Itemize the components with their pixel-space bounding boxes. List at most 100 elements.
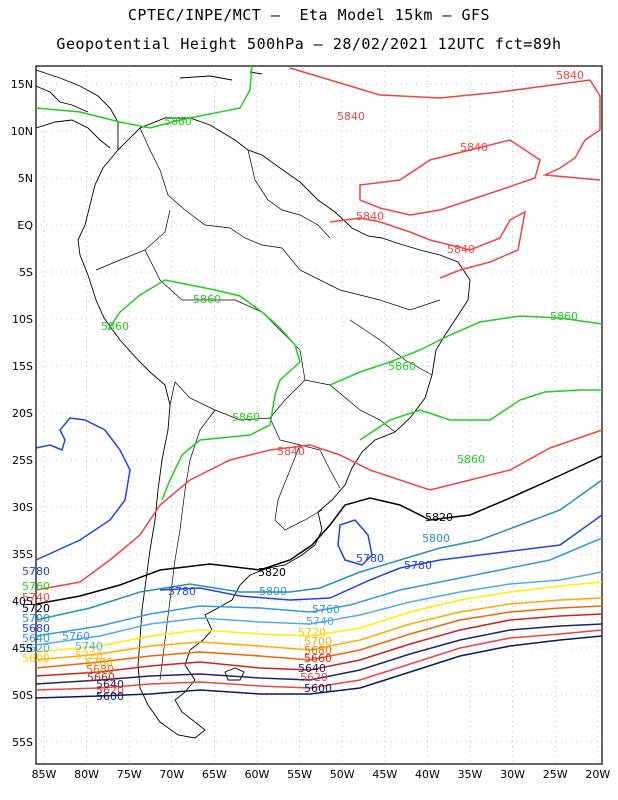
border-colombia-venezuela bbox=[139, 127, 283, 249]
contour-label: 5660 bbox=[304, 652, 332, 665]
contour-5840-north bbox=[289, 67, 601, 181]
contour-5760 bbox=[35, 537, 603, 637]
latitude-label: 15N bbox=[11, 78, 33, 91]
contour-5860-interior bbox=[107, 279, 301, 501]
border-ecuador bbox=[95, 209, 171, 271]
latitude-label: 40S bbox=[12, 595, 33, 608]
map-subtitle: Geopotential Height 500hPa – 28/02/2021 … bbox=[56, 35, 562, 53]
contour-label: 5600 bbox=[96, 690, 124, 703]
contour-5700 bbox=[35, 597, 603, 661]
longitude-label: 25W bbox=[543, 768, 568, 781]
latitude-label: 55S bbox=[12, 736, 33, 749]
contour-label: 5820 bbox=[258, 566, 286, 579]
map-frame bbox=[35, 65, 603, 765]
contour-label: 5640 bbox=[96, 678, 124, 691]
longitude-label: 65W bbox=[202, 768, 227, 781]
contour-label: 5600 bbox=[304, 682, 332, 695]
latitude-label: 5N bbox=[18, 172, 33, 185]
border-peru-bolivia bbox=[144, 249, 306, 421]
contour-5780-loop bbox=[337, 519, 373, 566]
latitude-label: 35S bbox=[12, 548, 33, 561]
latitude-labels: 15N 10N 5N EQ 5S 10S 15S 20S 25S 30S 35S 40S 45S 50S 5… bbox=[11, 78, 34, 749]
contour-label: 5840 bbox=[337, 110, 365, 123]
contour-label: 5780 bbox=[356, 552, 384, 565]
falklands bbox=[224, 667, 245, 681]
contour-5840-blob bbox=[359, 139, 541, 216]
longitude-label: 60W bbox=[245, 768, 270, 781]
contour-label: 5620 bbox=[22, 642, 50, 655]
contour-label: 5680 bbox=[86, 663, 114, 676]
contour-label: 5840 bbox=[460, 141, 488, 154]
border-uruguay bbox=[274, 444, 323, 531]
contour-5780 bbox=[35, 417, 131, 561]
contour-label: 5840 bbox=[447, 243, 475, 256]
latitude-label: 15S bbox=[12, 360, 33, 373]
contour-label: 5740 bbox=[22, 591, 50, 604]
contour-5860-southeast bbox=[359, 389, 602, 441]
contour-label: 5760 bbox=[62, 630, 90, 643]
contour-5740 bbox=[35, 571, 603, 646]
latitude-label: 45S bbox=[12, 642, 33, 655]
contour-label: 5860 bbox=[193, 293, 221, 306]
contour-label: 5860 bbox=[457, 453, 485, 466]
latitude-label: 50S bbox=[12, 689, 33, 702]
country-borders bbox=[95, 127, 441, 681]
contour-5680 bbox=[35, 605, 603, 669]
border-paraguay bbox=[269, 417, 341, 489]
contour-5620 bbox=[35, 629, 603, 691]
contour-label: 5660 bbox=[87, 671, 115, 684]
contour-label: 5620 bbox=[96, 684, 124, 697]
contour-label: 5700 bbox=[85, 656, 113, 669]
border-brazil-states bbox=[349, 319, 433, 376]
longitude-label: 70W bbox=[159, 768, 184, 781]
latitude-label: 5S bbox=[19, 266, 33, 279]
contour-label: 5640 bbox=[298, 662, 326, 675]
contour-labels: 5840 5860 5840 5840 5840 5860 5860 5860 … bbox=[22, 69, 584, 703]
coastlines bbox=[35, 69, 471, 739]
longitude-label: 85W bbox=[32, 768, 57, 781]
border-brazil-internal bbox=[304, 379, 396, 433]
border-venezuela-guyana bbox=[247, 149, 331, 239]
border-brazil-north bbox=[281, 247, 441, 311]
contour-5600 bbox=[35, 635, 603, 699]
longitude-label: 45W bbox=[372, 768, 397, 781]
border-chile-argentina bbox=[159, 409, 216, 681]
contour-label: 5860 bbox=[101, 320, 129, 333]
contour-label: 5760 bbox=[22, 580, 50, 593]
contour-5780-south bbox=[159, 514, 603, 601]
contour-5820 bbox=[35, 455, 603, 605]
contour-label: 5860 bbox=[388, 360, 416, 373]
latitude-label: 10S bbox=[12, 313, 33, 326]
longitude-label: 50W bbox=[330, 768, 355, 781]
map-title: CPTEC/INPE/MCT – Eta Model 15km – GFS bbox=[127, 6, 491, 24]
longitude-label: 30W bbox=[500, 768, 525, 781]
contour-label: 5700 bbox=[22, 612, 50, 625]
longitude-label: 20W bbox=[585, 768, 610, 781]
contour-5860-north bbox=[35, 65, 253, 129]
contour-label: 5740 bbox=[75, 640, 103, 653]
contour-label: 5800 bbox=[422, 532, 450, 545]
longitude-label: 80W bbox=[74, 768, 99, 781]
contour-label: 5640 bbox=[22, 632, 50, 645]
contour-5720 bbox=[35, 581, 603, 653]
contour-label: 5680 bbox=[22, 622, 50, 635]
latitude-label: 10N bbox=[11, 125, 33, 138]
contour-5840-mid bbox=[35, 429, 603, 591]
latitude-label: 25S bbox=[12, 454, 33, 467]
contour-label: 5820 bbox=[425, 511, 453, 524]
latitude-label: EQ bbox=[17, 219, 33, 232]
longitude-label: 75W bbox=[117, 768, 142, 781]
latitude-label: 30S bbox=[12, 501, 33, 514]
contour-5800 bbox=[35, 479, 603, 621]
contour-5660 bbox=[35, 613, 603, 677]
contour-label: 5860 bbox=[550, 310, 578, 323]
contour-label: 5700 bbox=[304, 635, 332, 648]
contour-5840-east bbox=[329, 210, 527, 279]
contour-label: 5840 bbox=[277, 445, 305, 458]
contour-label: 5680 bbox=[304, 644, 332, 657]
longitude-label: 55W bbox=[287, 768, 312, 781]
contour-label: 5840 bbox=[556, 69, 584, 82]
contour-label: 5860 bbox=[232, 411, 260, 424]
contour-label: 5740 bbox=[306, 615, 334, 628]
